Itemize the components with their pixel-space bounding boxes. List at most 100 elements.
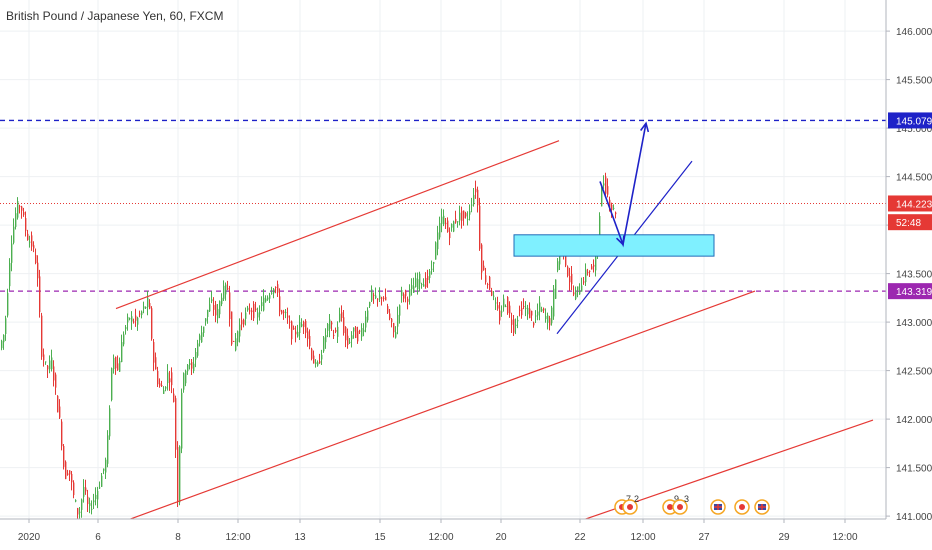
time-tick-label: 2020 — [18, 532, 41, 543]
candle-body — [583, 281, 585, 283]
candle-body — [489, 276, 491, 289]
candle-body — [155, 357, 157, 370]
candle-body — [445, 222, 447, 225]
price-tick-label: 142.500 — [896, 367, 932, 378]
price-tag: 52:48 — [888, 214, 932, 231]
candle-body — [177, 447, 179, 501]
candle-body — [71, 473, 73, 483]
candle-body — [53, 366, 55, 381]
candle-body — [111, 368, 113, 400]
candle-body — [275, 286, 277, 289]
candle-body — [97, 490, 99, 500]
candle-body — [37, 262, 39, 279]
candle-body — [503, 298, 505, 308]
candle-body — [135, 315, 137, 321]
candle-body — [517, 319, 519, 322]
arrow-head — [640, 121, 650, 133]
candle-body — [255, 308, 257, 310]
candle-body — [89, 503, 91, 506]
time-tick-label: 20 — [495, 532, 507, 543]
price-tag-bg — [888, 214, 932, 231]
candle-body — [335, 330, 337, 332]
candle-body — [585, 269, 587, 283]
candle-body — [569, 275, 571, 283]
candle-body — [153, 342, 155, 363]
price-tick-label: 143.500 — [896, 270, 932, 281]
price-tag: 145.079 — [888, 112, 932, 129]
support-zone[interactable] — [513, 234, 715, 257]
candle-body — [9, 263, 11, 287]
candle-body — [47, 365, 49, 370]
candle-body — [347, 335, 349, 346]
candle-body — [95, 494, 97, 500]
candle-body — [593, 264, 595, 267]
candle-body — [547, 315, 549, 323]
candle-body — [297, 331, 299, 337]
candle-body — [161, 385, 163, 387]
time-tick-label: 22 — [574, 532, 586, 543]
candle-body — [285, 312, 287, 314]
candle-body — [321, 354, 323, 360]
candle-body — [259, 312, 261, 315]
candle-body — [603, 183, 605, 186]
projection-arrows — [599, 121, 650, 248]
candle-body — [571, 273, 573, 285]
candle-body — [101, 475, 103, 487]
candle-body — [207, 309, 209, 317]
candle-body — [361, 327, 363, 337]
candle-body — [15, 213, 17, 228]
candle-body — [323, 337, 325, 352]
candle-body — [105, 459, 107, 473]
candle-body — [351, 335, 353, 340]
candle-body — [115, 357, 117, 369]
candle-body — [131, 316, 133, 322]
candle-body — [589, 270, 591, 272]
time-tick-label: 8 — [175, 532, 181, 543]
candle-body — [65, 461, 67, 480]
candle-body — [39, 276, 41, 313]
candle-body — [203, 326, 205, 333]
candle-body — [231, 311, 233, 345]
candle-body — [83, 487, 85, 497]
candle-body — [533, 322, 535, 326]
candle-body — [599, 216, 601, 246]
candle-body — [283, 311, 285, 314]
candle-body — [375, 295, 377, 299]
candle-body — [595, 248, 597, 271]
time-tick-label: 12:00 — [630, 532, 655, 543]
candle-body — [23, 211, 25, 215]
candle-body — [79, 511, 81, 513]
candle-body — [383, 297, 385, 299]
candle-body — [75, 500, 77, 502]
candle-body — [611, 204, 613, 210]
candle-body — [55, 374, 57, 388]
event-marker — [734, 499, 750, 515]
candle-body — [1, 340, 3, 349]
candle-body — [399, 305, 401, 316]
candle-body — [149, 303, 151, 309]
candle-body — [401, 290, 403, 296]
candle-body — [287, 315, 289, 318]
candle-body — [331, 322, 333, 325]
candle-body — [609, 199, 611, 208]
candle-body — [405, 290, 407, 296]
time-tick-label: 12:00 — [225, 532, 250, 543]
candle-body — [615, 212, 617, 215]
candle-body — [491, 290, 493, 296]
price-tag-bg — [888, 195, 932, 212]
candle-body — [447, 220, 449, 232]
horizontal-lines — [0, 119, 886, 292]
candle-body — [607, 186, 609, 195]
candle-body — [367, 310, 369, 321]
candle-body — [241, 320, 243, 325]
candle-body — [483, 265, 485, 271]
candle-body — [457, 221, 459, 223]
candle-body — [353, 327, 355, 332]
candle-body — [179, 446, 181, 503]
time-tick-label: 12:00 — [428, 532, 453, 543]
candle-body — [485, 275, 487, 283]
candle-body — [527, 307, 529, 315]
candle-body — [579, 290, 581, 295]
candle-body — [279, 296, 281, 312]
